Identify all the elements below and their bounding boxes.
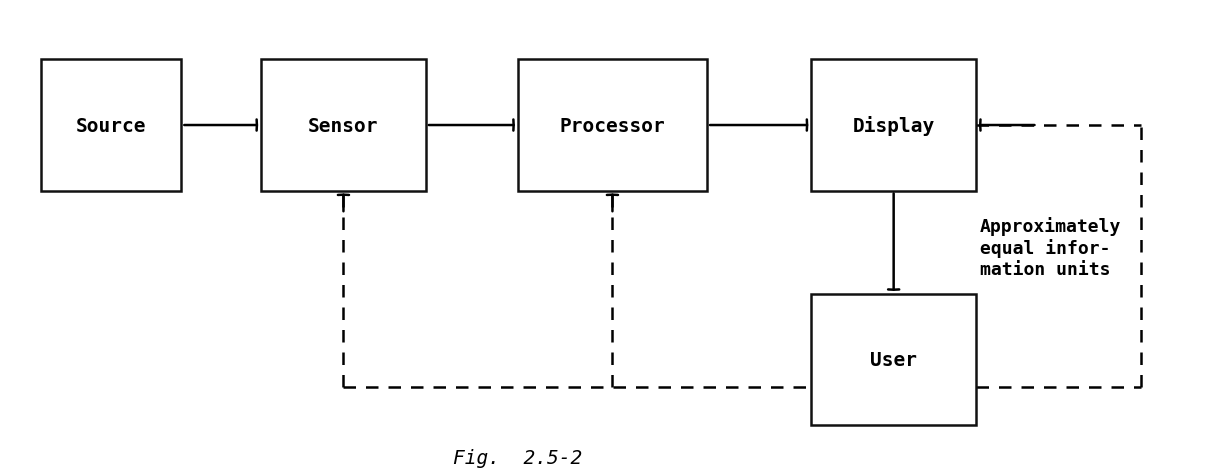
Text: Sensor: Sensor	[308, 116, 379, 135]
FancyBboxPatch shape	[41, 60, 181, 191]
FancyBboxPatch shape	[811, 294, 976, 425]
Text: Processor: Processor	[560, 116, 665, 135]
Text: Source: Source	[76, 116, 146, 135]
FancyBboxPatch shape	[518, 60, 707, 191]
FancyBboxPatch shape	[811, 60, 976, 191]
FancyBboxPatch shape	[261, 60, 426, 191]
Text: Fig.  2.5-2: Fig. 2.5-2	[453, 448, 582, 467]
Text: Approximately
equal infor-
mation units: Approximately equal infor- mation units	[980, 217, 1121, 278]
Text: Display: Display	[853, 116, 934, 136]
Text: User: User	[870, 350, 917, 369]
